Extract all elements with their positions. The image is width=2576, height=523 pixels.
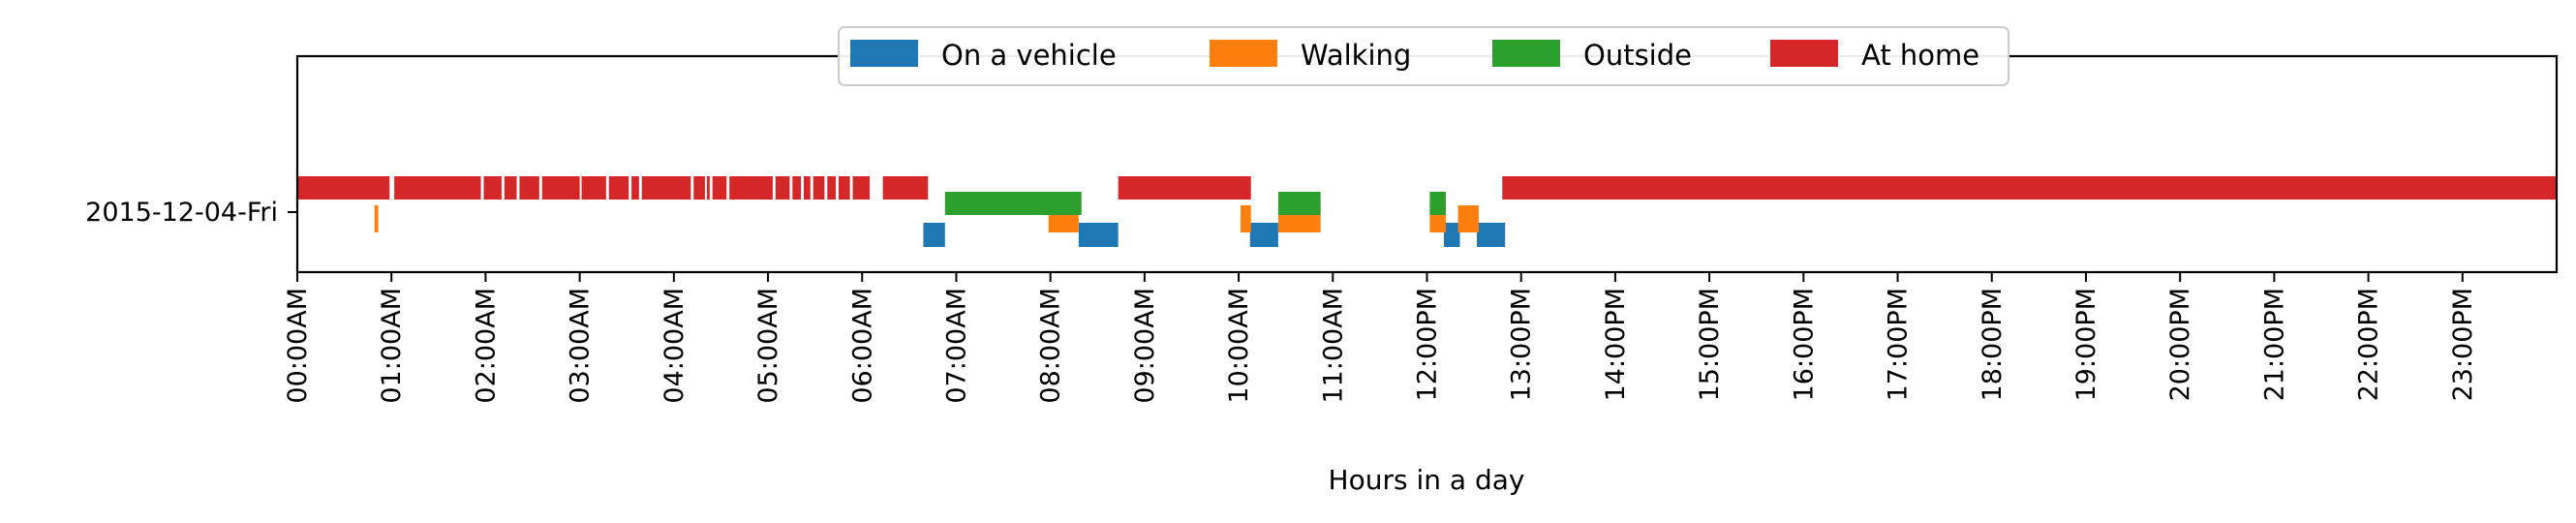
at-home-bar xyxy=(297,176,390,200)
at-home-bar xyxy=(827,176,837,200)
x-tick-label: 09:00AM xyxy=(1130,288,1160,404)
legend-label: At home xyxy=(1861,39,1979,72)
at-home-bar xyxy=(504,176,517,200)
at-home-bar xyxy=(706,176,710,200)
x-tick-label: 18:00PM xyxy=(1978,288,2008,401)
y-category-label: 2015-12-04-Fri xyxy=(85,198,278,228)
at-home-bar xyxy=(631,176,639,200)
x-tick-label: 13:00PM xyxy=(1507,288,1537,401)
x-tick-label: 14:00PM xyxy=(1601,288,1631,401)
legend-swatch xyxy=(850,40,918,67)
legend-label: On a vehicle xyxy=(941,39,1117,72)
on-a-vehicle-bar xyxy=(1477,223,1506,247)
on-a-vehicle-bar xyxy=(1443,223,1460,247)
at-home-series xyxy=(297,176,2557,200)
x-tick-label: 20:00PM xyxy=(2165,288,2195,401)
bars-layer xyxy=(297,176,2557,247)
at-home-bar xyxy=(641,176,691,200)
at-home-bar xyxy=(519,176,539,200)
x-axis: 00:00AM 01:00AM 02:00AM 03:00AM 04:00AM 05:00… xyxy=(283,272,2478,404)
x-tick-label: 15:00PM xyxy=(1695,288,1725,401)
y-axis: 2015-12-04-Fri xyxy=(85,198,297,228)
legend-item-at-home: At home xyxy=(1770,39,1979,72)
legend-swatch xyxy=(1492,40,1560,67)
x-tick-label: 23:00PM xyxy=(2448,288,2478,401)
x-tick-label: 02:00AM xyxy=(471,288,501,404)
x-axis-label: Hours in a day xyxy=(1329,464,1525,496)
outside-bar xyxy=(1429,192,1446,215)
at-home-bar xyxy=(1502,176,2557,200)
x-tick-label: 19:00PM xyxy=(2071,288,2101,401)
walking-bar xyxy=(1457,205,1479,232)
x-tick-label: 11:00AM xyxy=(1318,288,1348,404)
outside-bar xyxy=(1277,192,1321,215)
walking-bar xyxy=(1241,205,1251,232)
legend-item-outside: Outside xyxy=(1492,39,1692,72)
x-tick-label: 07:00AM xyxy=(941,288,971,404)
x-tick-label: 10:00AM xyxy=(1224,288,1254,404)
at-home-bar xyxy=(775,176,790,200)
on-a-vehicle-bar xyxy=(1249,223,1278,247)
on-a-vehicle-bar xyxy=(1078,223,1119,247)
legend: On a vehicle Walking Outside At home xyxy=(838,26,2009,86)
x-tick-label: 12:00PM xyxy=(1413,288,1443,401)
on-a-vehicle-series xyxy=(923,223,1506,247)
at-home-bar xyxy=(581,176,606,200)
legend-swatch xyxy=(1210,40,1277,67)
x-tick-label: 00:00AM xyxy=(283,288,313,404)
x-tick-label: 03:00AM xyxy=(566,288,596,404)
x-tick-label: 16:00PM xyxy=(1789,288,1819,401)
at-home-bar xyxy=(729,176,773,200)
legend-label: Outside xyxy=(1583,39,1692,72)
legend-swatch xyxy=(1770,40,1838,67)
outside-series xyxy=(944,192,1446,215)
legend-item-on-a-vehicle: On a vehicle xyxy=(850,39,1117,72)
x-tick-label: 04:00AM xyxy=(659,288,690,404)
outside-bar xyxy=(944,192,1082,215)
x-tick-label: 01:00AM xyxy=(377,288,407,404)
at-home-bar xyxy=(394,176,481,200)
at-home-bar xyxy=(1118,176,1251,200)
at-home-bar xyxy=(483,176,502,200)
x-tick-label: 21:00PM xyxy=(2259,288,2289,401)
walking-bar xyxy=(374,205,379,232)
at-home-bar xyxy=(792,176,802,200)
x-tick-label: 22:00PM xyxy=(2354,288,2384,401)
at-home-bar xyxy=(803,176,811,200)
at-home-bar xyxy=(813,176,825,200)
at-home-bar xyxy=(712,176,727,200)
at-home-bar xyxy=(852,176,871,200)
at-home-bar xyxy=(541,176,580,200)
walking-series xyxy=(374,205,1479,232)
x-tick-label: 06:00AM xyxy=(847,288,877,404)
at-home-bar xyxy=(608,176,629,200)
legend-label: Walking xyxy=(1301,39,1411,72)
x-tick-label: 17:00PM xyxy=(1884,288,1914,401)
at-home-bar xyxy=(882,176,929,200)
on-a-vehicle-bar xyxy=(923,223,945,247)
x-tick-label: 08:00AM xyxy=(1036,288,1066,404)
legend-item-walking: Walking xyxy=(1210,39,1411,72)
plot-frame xyxy=(295,54,2559,274)
legend-box xyxy=(838,26,2009,86)
at-home-bar xyxy=(838,176,850,200)
x-tick-label: 05:00AM xyxy=(753,288,783,404)
at-home-bar xyxy=(693,176,705,200)
